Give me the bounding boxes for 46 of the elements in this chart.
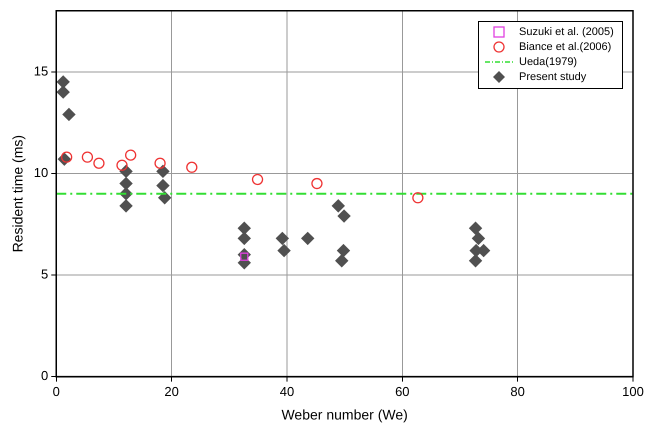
point [276,232,289,245]
x-tick-label: 20 [164,384,179,399]
point [82,151,94,163]
point [93,158,105,169]
point [335,254,348,268]
point [238,222,251,235]
y-tick-label: 0 [41,368,48,384]
point [62,108,76,121]
point [56,75,70,88]
x-tick-label: 40 [280,384,294,399]
y-tick-label: 10 [34,164,48,180]
point [116,160,128,171]
point [332,199,345,212]
point [301,232,314,245]
legend-label: Suzuki et al. (2005) [519,24,614,40]
point [120,177,133,190]
point [156,179,170,192]
point [469,254,482,268]
y-axis-title: Resident time (ms) [9,134,26,252]
point [278,244,291,258]
point [472,232,485,245]
y-tick-label: 15 [34,63,48,78]
point [120,199,133,212]
legend-label: Biance et al.(2006) [519,40,612,55]
point [156,164,170,178]
legend-label: Ueda(1979) [519,54,578,70]
point [154,158,166,169]
y-tick-label: 5 [41,266,48,282]
point [186,162,198,173]
point [412,192,424,204]
point [252,174,264,186]
x-tick-label: 80 [510,384,525,399]
point [311,178,323,190]
legend-label: Present study [519,70,586,85]
point [469,222,482,235]
point [60,151,72,163]
x-tick-label: 60 [395,384,410,399]
point [336,244,350,258]
x-tick-label: 100 [622,384,644,399]
point [158,191,172,204]
point [338,210,351,223]
x-tick-label: 0 [52,384,60,399]
point [238,232,251,245]
x-axis-title: Weber number (We) [281,406,408,422]
point [125,149,136,161]
point [56,86,70,99]
